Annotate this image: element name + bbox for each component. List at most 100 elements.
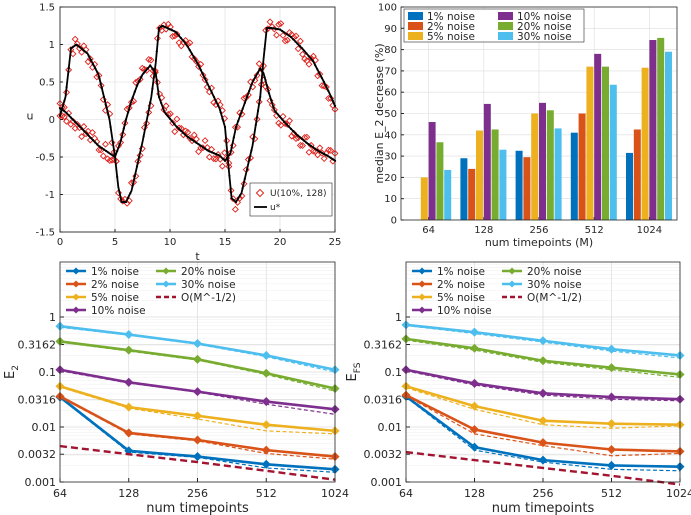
legend-label: 5% noise <box>437 292 485 304</box>
panel-bar-decrease: 0 10 20 30 40 50 60 70 80 90 100 64 128 256 512 1024 num… <box>373 3 678 249</box>
y-tick-label: 70 <box>384 66 397 77</box>
series-marker-30-noise <box>606 344 617 354</box>
solution-point <box>223 159 227 162</box>
solution-point <box>256 109 260 113</box>
data-marker <box>320 155 328 163</box>
solution-point <box>116 175 119 179</box>
solution-point <box>166 27 169 30</box>
solution-point <box>100 146 103 150</box>
y-tick-label: 0.3162 <box>18 339 57 352</box>
solution-point <box>307 54 310 58</box>
solution-point <box>83 49 86 52</box>
solution-point <box>188 137 191 140</box>
solution-point <box>190 138 194 141</box>
solution-point <box>173 30 176 33</box>
legend-label: O(M^-1/2) <box>527 292 582 304</box>
solution-point <box>287 34 290 37</box>
solution-point <box>120 136 123 139</box>
solution-point <box>80 127 84 130</box>
series-marker-30-noise <box>538 336 548 346</box>
solution-point <box>234 200 238 204</box>
solution-point <box>94 141 97 144</box>
legend-marker <box>418 306 426 314</box>
solution-point <box>289 127 293 130</box>
y-tick-label: 20 <box>384 173 397 184</box>
plot-frame <box>400 6 678 221</box>
solution-point <box>111 140 114 144</box>
solution-point <box>146 112 150 115</box>
legend-label: O(M^-1/2) <box>181 292 236 304</box>
solution-point <box>105 149 108 153</box>
legend-label: 1% noise <box>427 11 475 23</box>
x-tick-label: 128 <box>474 225 493 236</box>
legend-label: 2% noise <box>91 279 139 291</box>
solution-point <box>193 56 196 59</box>
bar-20-noise-256 <box>546 110 554 220</box>
y-axis-label: E2 <box>3 365 21 379</box>
solution-point <box>127 110 130 114</box>
solution-point <box>228 153 231 156</box>
data-marker <box>227 186 235 194</box>
y-tick-label: 0.0316 <box>18 394 57 407</box>
data-marker <box>296 37 304 45</box>
solution-point <box>142 72 145 75</box>
solution-point <box>72 45 75 48</box>
solution-point <box>281 118 284 121</box>
solution-point <box>76 123 79 126</box>
solution-point <box>300 137 304 141</box>
solution-point <box>197 64 200 67</box>
reference-line-O-M-1-2- <box>405 450 681 486</box>
solution-point <box>116 149 119 153</box>
legend-label: 10% noise <box>91 305 146 317</box>
solution-point <box>230 197 233 200</box>
solution-point <box>261 70 264 73</box>
solution-point <box>138 80 141 83</box>
solution-point <box>118 190 121 194</box>
solution-point <box>184 42 187 45</box>
solution-point <box>303 139 306 142</box>
solution-point <box>201 146 205 149</box>
y-tick-label: 0.1 <box>39 366 57 379</box>
solution-point <box>309 57 312 60</box>
data-marker <box>173 115 181 123</box>
solution-point <box>250 149 253 152</box>
legend-swatch <box>498 22 513 30</box>
solution-point <box>298 136 301 139</box>
bar-10-noise-256 <box>539 102 546 220</box>
solution-point <box>320 151 323 154</box>
solution-point <box>151 67 154 70</box>
legend-swatch <box>408 12 423 20</box>
solution-point <box>307 143 310 146</box>
solution-point <box>144 69 147 72</box>
series-marker-10-noise <box>538 388 548 398</box>
legend-swatch <box>408 22 423 30</box>
data-marker <box>97 82 105 89</box>
solution-point <box>133 90 136 93</box>
solution-point <box>80 47 84 51</box>
data-marker <box>71 35 79 43</box>
solution-point <box>83 130 86 133</box>
data-marker <box>147 56 155 64</box>
solution-point <box>91 139 95 142</box>
data-marker <box>60 113 68 121</box>
x-tick-label: 64 <box>399 487 413 500</box>
solution-point <box>100 86 103 90</box>
solution-point <box>243 101 246 105</box>
y-tick-label: 80 <box>384 45 397 56</box>
solution-point <box>69 116 73 119</box>
solution-point <box>102 95 106 99</box>
solution-point <box>166 114 169 118</box>
data-marker <box>288 132 296 140</box>
solution-point <box>58 107 62 110</box>
solution-point <box>311 59 315 63</box>
bar-2-noise-256 <box>523 157 531 220</box>
legend-swatch <box>498 12 513 20</box>
solution-point <box>78 46 81 49</box>
solution-point <box>276 113 279 116</box>
solution-point <box>155 50 158 53</box>
solution-point <box>292 38 295 41</box>
solution-point <box>197 143 200 146</box>
solution-point <box>283 120 286 124</box>
data-marker <box>299 142 306 150</box>
solution-point <box>331 99 334 102</box>
